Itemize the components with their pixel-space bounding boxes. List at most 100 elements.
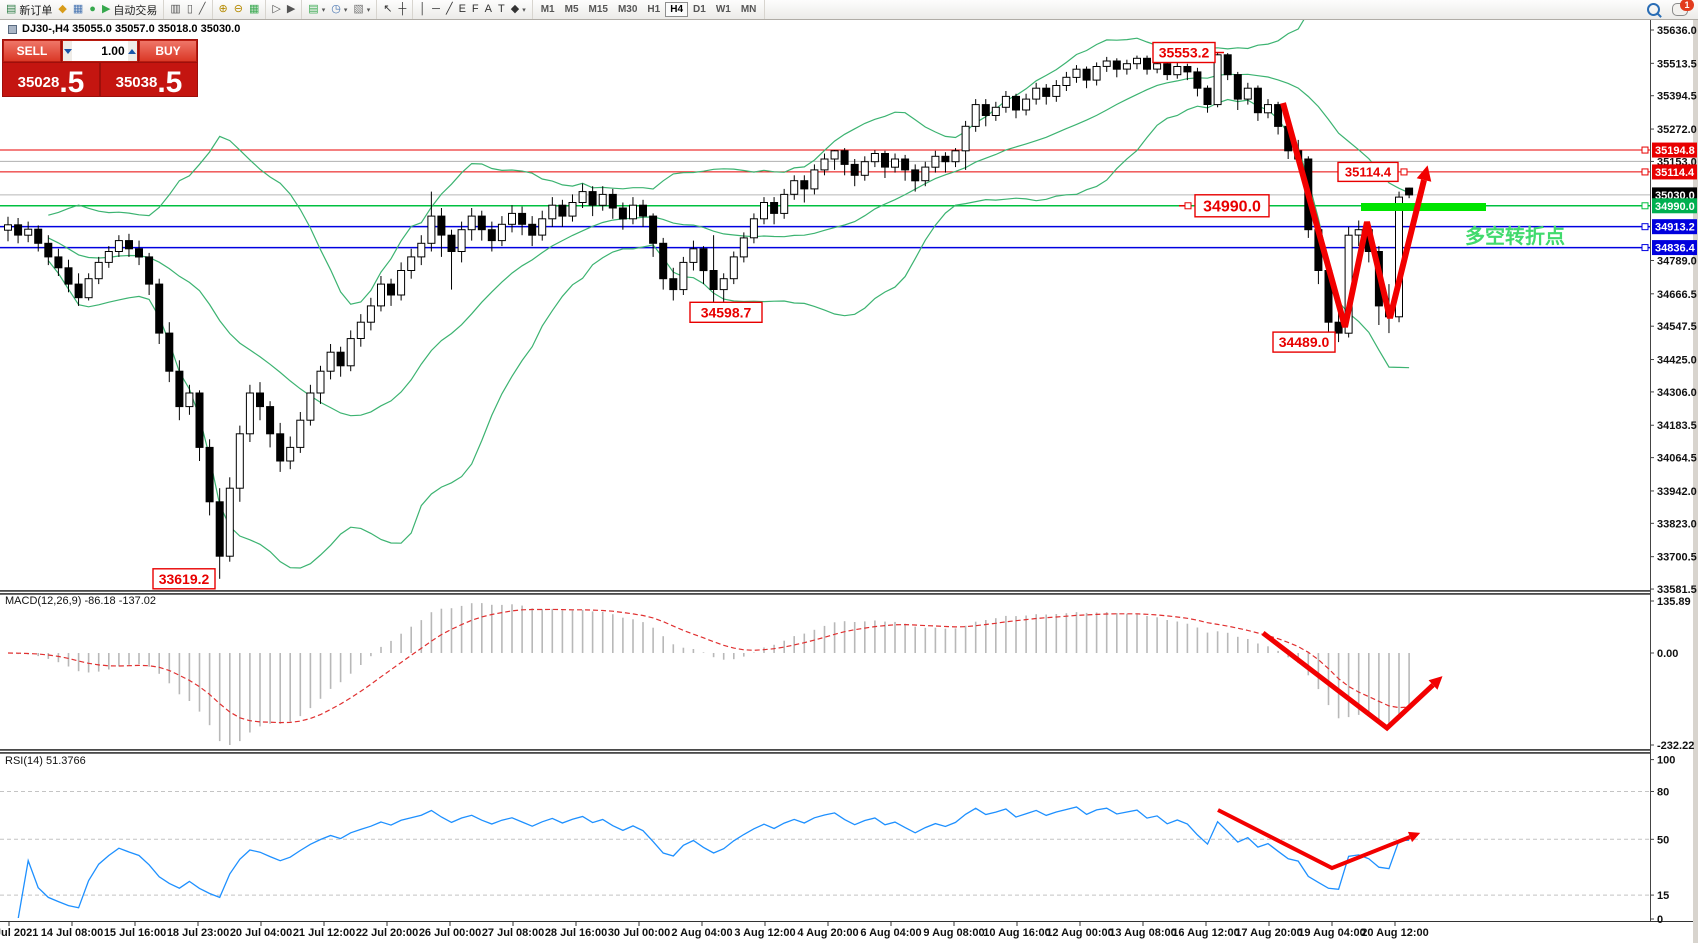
price-annotation-box[interactable]: [1272, 331, 1336, 353]
panel-separator[interactable]: [0, 593, 1650, 595]
svg-text:15: 15: [1657, 890, 1669, 902]
main-chart-layer: [0, 20, 1650, 579]
line-handle[interactable]: [1641, 168, 1649, 176]
line-handle[interactable]: [1641, 244, 1649, 252]
price-marker: [1652, 240, 1697, 256]
auto-scroll-button[interactable]: ▶: [284, 1, 298, 18]
new-order-button[interactable]: ▤ 新订单: [3, 1, 55, 18]
cursor-button[interactable]: ↖: [380, 1, 395, 18]
buy-price-main: 35038: [115, 74, 158, 91]
svg-text:21 Jul 12:00: 21 Jul 12:00: [293, 927, 355, 939]
add-chart-button[interactable]: ▤ ▾: [305, 1, 328, 18]
sell-price-frac: .5: [59, 65, 85, 99]
drawn-arrow[interactable]: [1217, 808, 1411, 871]
line-handle[interactable]: [1641, 223, 1649, 231]
timeframe-mn-button[interactable]: MN: [736, 2, 762, 17]
panel-separator[interactable]: [0, 752, 1650, 754]
arrow-head-icon: [1428, 676, 1443, 690]
panel-separator[interactable]: [0, 590, 1650, 592]
buy-price[interactable]: 35038.5: [101, 63, 197, 97]
line-handle[interactable]: [1641, 146, 1649, 154]
timeframe-m5-button[interactable]: M5: [560, 2, 584, 17]
price-annotation-text: 33619.2: [159, 571, 210, 587]
search-icon[interactable]: [1647, 3, 1660, 16]
svg-text:10 Aug 16:00: 10 Aug 16:00: [983, 927, 1050, 939]
bar-chart-button[interactable]: ▥: [167, 1, 183, 18]
timeframe-m15-button[interactable]: M15: [584, 2, 613, 17]
price-annotation-box[interactable]: [1194, 194, 1270, 218]
price-annotation-text: 35114.4: [1345, 165, 1392, 180]
timeframe-h1-button[interactable]: H1: [642, 2, 665, 17]
equidistant-channel-icon: E: [458, 3, 466, 15]
trendline-button[interactable]: ╱: [443, 1, 456, 18]
svg-text:34064.5: 34064.5: [1657, 453, 1697, 465]
timeframe-h4-button[interactable]: H4: [665, 2, 689, 17]
zoom-out-icon: ⊖: [233, 3, 243, 15]
price-annotation-box[interactable]: [689, 301, 763, 323]
bar-chart-icon: ▥: [170, 3, 181, 15]
timeframe-d1-button[interactable]: D1: [688, 2, 711, 17]
chinese-note-text[interactable]: 多空转折点: [1465, 224, 1565, 248]
zoom-out-button[interactable]: ⊖: [231, 1, 246, 18]
svg-text:27 Jul 08:00: 27 Jul 08:00: [482, 927, 544, 939]
price-annotation-box[interactable]: [152, 568, 216, 590]
svg-text:9 Aug 08:00: 9 Aug 08:00: [923, 927, 984, 939]
drawn-arrow[interactable]: [1261, 631, 1435, 732]
autotrading-button[interactable]: ▶ 自动交易: [99, 1, 160, 18]
horizontal-line-button[interactable]: ─: [429, 1, 443, 18]
sell-price-main: 35028: [17, 74, 60, 91]
svg-text:30 Jul 00:00: 30 Jul 00:00: [608, 927, 670, 939]
chart-shift-button[interactable]: ▷: [269, 1, 283, 18]
signals-button[interactable]: ●: [86, 1, 99, 18]
svg-text:34913.2: 34913.2: [1655, 222, 1695, 234]
add-chart-icon: ▤: [308, 3, 319, 15]
timeframe-m30-button[interactable]: M30: [613, 2, 642, 17]
chart-window-icon: [8, 24, 17, 34]
text-label-button[interactable]: T: [495, 1, 508, 18]
templates-button[interactable]: ▧ ▾: [350, 1, 373, 18]
sell-button[interactable]: SELL: [3, 40, 61, 62]
volume-input[interactable]: [72, 41, 128, 61]
price-annotation-box[interactable]: [1337, 161, 1399, 183]
sell-price[interactable]: 35028.5: [3, 63, 99, 99]
vertical-line-icon: │: [419, 3, 427, 15]
zoom-in-button[interactable]: ⊕: [216, 1, 231, 18]
scrollbar[interactable]: [1693, 19, 1698, 943]
svg-text:-232.22: -232.22: [1657, 740, 1694, 752]
buy-button[interactable]: BUY: [139, 40, 197, 62]
timeframe-w1-button[interactable]: W1: [711, 2, 736, 17]
line-handle[interactable]: [1641, 202, 1649, 210]
market-watch-button[interactable]: ▦: [70, 1, 86, 18]
price-marker: [1652, 219, 1697, 235]
arrows-tool-button[interactable]: ◆ ▾: [508, 1, 529, 18]
new-order-icon: ▤: [6, 3, 17, 15]
text-button[interactable]: A: [482, 1, 495, 18]
equidistant-channel-button[interactable]: E: [456, 1, 469, 18]
drawn-arrow[interactable]: [1280, 102, 1427, 328]
vertical-line-button[interactable]: │: [416, 1, 429, 18]
candlestick-chart-button[interactable]: ▯: [184, 1, 196, 18]
bullion-button[interactable]: ◆: [55, 1, 69, 18]
crosshair-button[interactable]: ┼: [395, 1, 409, 18]
svg-text:33700.5: 33700.5: [1657, 552, 1697, 564]
line-chart-button[interactable]: ╱: [196, 1, 209, 18]
volume-stepper: [62, 40, 138, 62]
tile-windows-button[interactable]: ▦: [246, 1, 262, 18]
timeframe-switcher: M1 M5 M15 M30 H1 H4 D1 W1 MN: [533, 0, 766, 19]
svg-text:80: 80: [1657, 786, 1669, 798]
toolbar-right: 1: [1647, 0, 1698, 16]
timeframe-m1-button[interactable]: M1: [536, 2, 560, 17]
svg-text:12 Aug 00:00: 12 Aug 00:00: [1046, 927, 1113, 939]
volume-increase-button[interactable]: [127, 41, 137, 61]
panel-separator[interactable]: [0, 749, 1650, 751]
periods-button[interactable]: ◷ ▾: [328, 1, 350, 18]
chat-icon[interactable]: 1: [1672, 0, 1694, 16]
svg-text:34990.0: 34990.0: [1655, 201, 1695, 213]
volume-decrease-button[interactable]: [63, 41, 73, 61]
support-zone-bar[interactable]: [1361, 203, 1486, 211]
fibonacci-button[interactable]: F: [469, 1, 482, 18]
price-annotation-text: 34598.7: [701, 304, 752, 320]
chevron-down-icon: ▾: [366, 6, 371, 14]
